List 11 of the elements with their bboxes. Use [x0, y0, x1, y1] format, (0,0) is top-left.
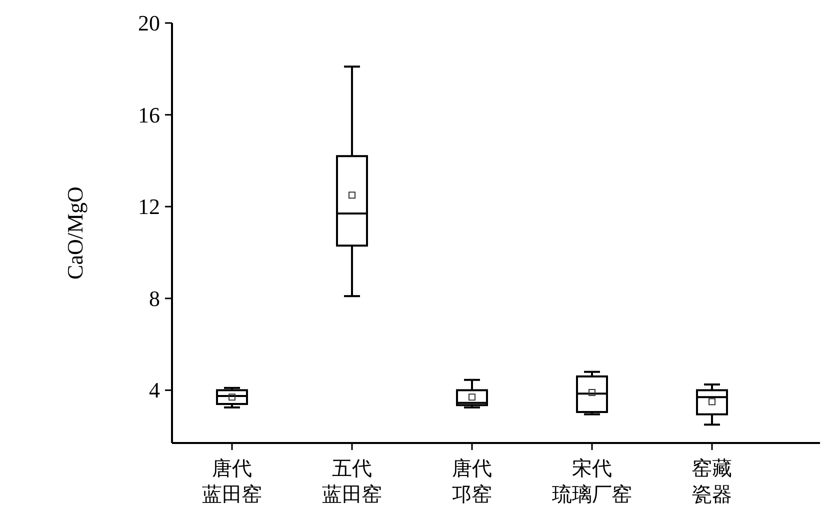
y-tick-label: 4 — [149, 378, 160, 403]
x-tick-label: 宋代琉璃厂窑 — [552, 457, 632, 506]
x-tick-label: 五代蓝田窑 — [322, 458, 382, 506]
y-tick-label: 12 — [138, 194, 160, 220]
x-tick-label: 窑藏瓷器 — [692, 458, 732, 506]
y-tick-label: 16 — [138, 102, 160, 128]
y-tick-label: 8 — [149, 286, 160, 311]
x-tick-label: 唐代邛窑 — [452, 458, 492, 506]
y-tick-label: 20 — [138, 10, 160, 36]
y-axis-title: CaO/MgO — [62, 186, 88, 280]
x-tick-label: 唐代蓝田窑 — [202, 458, 262, 506]
